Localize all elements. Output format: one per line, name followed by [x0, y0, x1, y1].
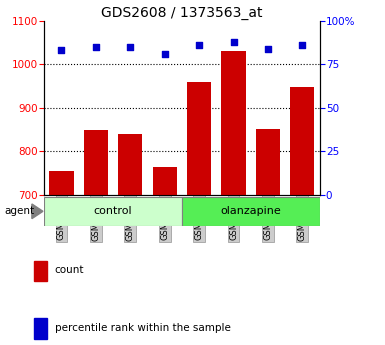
Text: control: control — [94, 206, 132, 216]
Bar — [221, 51, 246, 195]
Point — [59, 48, 65, 53]
Bar — [118, 134, 142, 195]
Point — [162, 51, 168, 57]
Text: olanzapine: olanzapine — [220, 206, 281, 216]
Bar — [49, 171, 74, 195]
Point — [127, 44, 133, 50]
Polygon shape — [32, 204, 43, 219]
Bar — [153, 167, 177, 195]
Title: GDS2608 / 1373563_at: GDS2608 / 1373563_at — [101, 6, 263, 20]
Bar — [290, 87, 315, 195]
Bar — [256, 129, 280, 195]
Text: percentile rank within the sample: percentile rank within the sample — [55, 323, 231, 333]
Point — [265, 46, 271, 51]
Text: agent: agent — [5, 206, 35, 216]
Bar — [44, 197, 182, 226]
Bar — [187, 82, 211, 195]
Point — [93, 44, 99, 50]
Point — [196, 42, 202, 48]
Bar — [34, 318, 47, 339]
Text: count: count — [55, 265, 84, 275]
Bar — [34, 260, 47, 282]
Point — [299, 42, 305, 48]
Point — [231, 39, 237, 45]
Bar — [84, 130, 108, 195]
Bar — [182, 197, 320, 226]
